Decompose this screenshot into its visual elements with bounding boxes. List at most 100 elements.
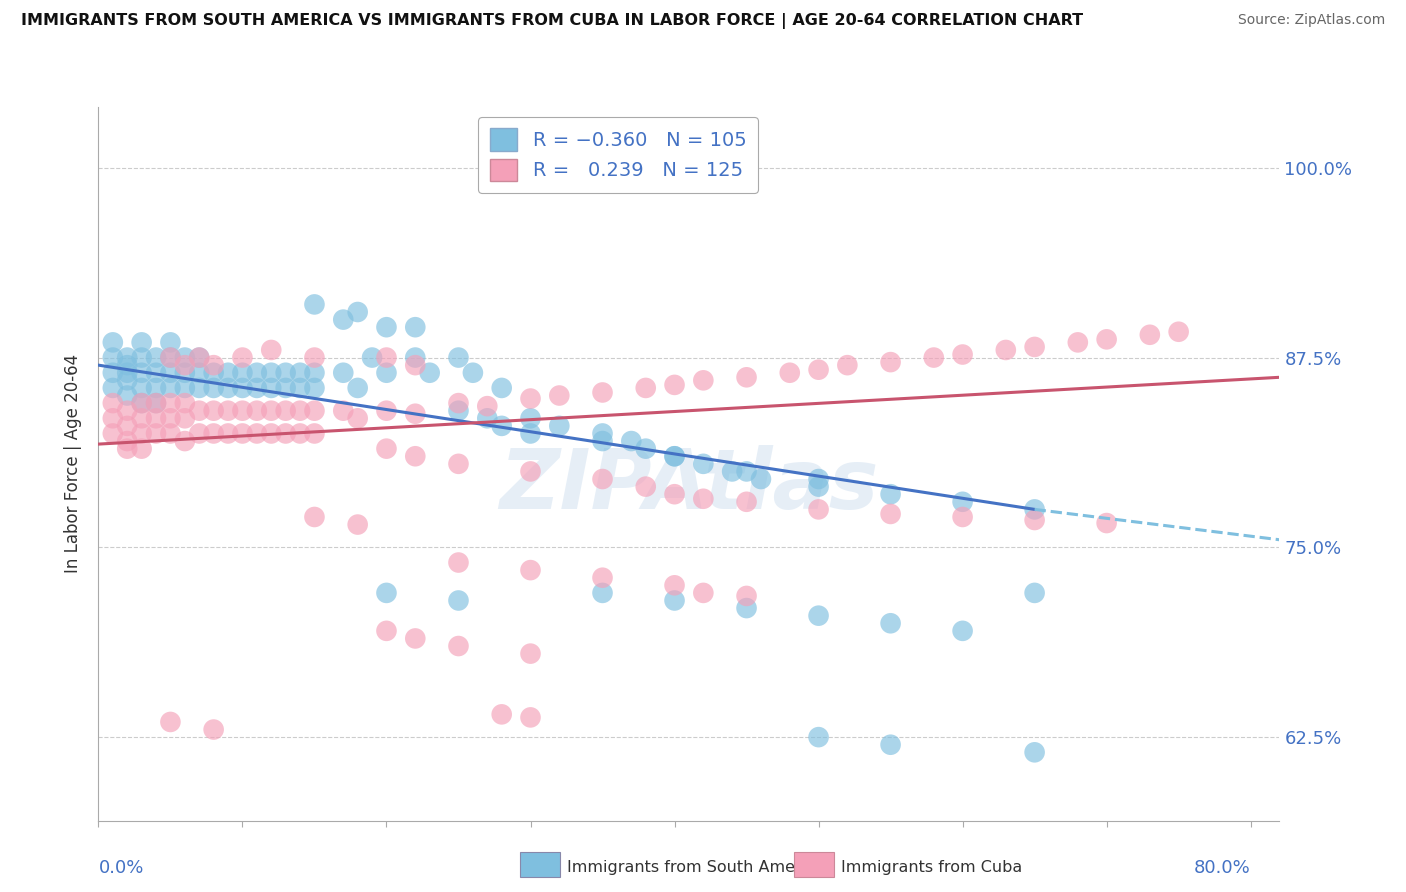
Point [217, 366, 239, 380]
Point [519, 710, 541, 724]
Point [447, 593, 470, 607]
Point [145, 396, 167, 410]
Point [260, 366, 283, 380]
Point [145, 351, 167, 365]
Point [260, 426, 283, 441]
Point [375, 442, 398, 456]
Point [447, 396, 470, 410]
Point [735, 589, 758, 603]
Point [664, 578, 686, 592]
Point [749, 472, 772, 486]
Point [879, 738, 901, 752]
Point [131, 396, 153, 410]
Point [375, 320, 398, 334]
Point [173, 381, 195, 395]
Point [1067, 335, 1090, 350]
Point [304, 426, 326, 441]
Point [115, 388, 138, 402]
Point [131, 381, 153, 395]
Point [548, 418, 571, 433]
Point [735, 601, 758, 615]
Point [807, 362, 830, 376]
Point [346, 411, 368, 425]
Point [115, 418, 138, 433]
Point [159, 426, 181, 441]
Point [1024, 502, 1046, 516]
Point [274, 381, 297, 395]
Point [735, 495, 758, 509]
Point [288, 366, 311, 380]
Point [404, 407, 426, 421]
Point [131, 411, 153, 425]
Point [807, 480, 830, 494]
Point [664, 593, 686, 607]
Text: IMMIGRANTS FROM SOUTH AMERICA VS IMMIGRANTS FROM CUBA IN LABOR FORCE | AGE 20-64: IMMIGRANTS FROM SOUTH AMERICA VS IMMIGRA… [21, 13, 1083, 29]
Point [664, 449, 686, 463]
Point [1095, 332, 1118, 346]
Point [202, 358, 225, 372]
Point [101, 381, 124, 395]
Point [375, 586, 398, 600]
Point [1095, 516, 1118, 530]
Point [188, 366, 211, 380]
Point [188, 351, 211, 365]
Point [332, 403, 354, 417]
Point [131, 396, 153, 410]
Point [491, 381, 513, 395]
Point [375, 366, 398, 380]
Point [288, 403, 311, 417]
Point [922, 351, 945, 365]
Point [592, 571, 614, 585]
Point [173, 411, 195, 425]
Point [246, 366, 269, 380]
Point [115, 351, 138, 365]
Point [101, 351, 124, 365]
Point [260, 403, 283, 417]
Point [188, 381, 211, 395]
Point [115, 373, 138, 387]
Point [592, 434, 614, 448]
Point [304, 403, 326, 417]
Point [375, 403, 398, 417]
Point [202, 403, 225, 417]
Point [592, 472, 614, 486]
Point [159, 335, 181, 350]
Point [145, 366, 167, 380]
Point [837, 358, 859, 372]
Point [692, 586, 714, 600]
Text: Immigrants from South America: Immigrants from South America [567, 860, 824, 874]
Point [231, 351, 253, 365]
Point [260, 343, 283, 357]
Point [159, 411, 181, 425]
Point [246, 403, 269, 417]
Point [519, 426, 541, 441]
Point [260, 381, 283, 395]
Point [519, 465, 541, 479]
Point [879, 507, 901, 521]
Point [404, 449, 426, 463]
Point [159, 714, 181, 729]
Point [634, 442, 657, 456]
Point [807, 730, 830, 744]
Point [447, 556, 470, 570]
Point [231, 426, 253, 441]
Point [491, 418, 513, 433]
Text: 80.0%: 80.0% [1194, 859, 1251, 877]
Point [115, 403, 138, 417]
Point [188, 351, 211, 365]
Point [664, 487, 686, 501]
Point [994, 343, 1017, 357]
Point [952, 347, 974, 361]
Point [419, 366, 441, 380]
Point [346, 305, 368, 319]
Point [634, 381, 657, 395]
Point [375, 351, 398, 365]
Point [202, 366, 225, 380]
Point [664, 377, 686, 392]
Point [145, 396, 167, 410]
Point [173, 351, 195, 365]
Point [447, 639, 470, 653]
Point [952, 510, 974, 524]
Point [202, 723, 225, 737]
Point [304, 366, 326, 380]
